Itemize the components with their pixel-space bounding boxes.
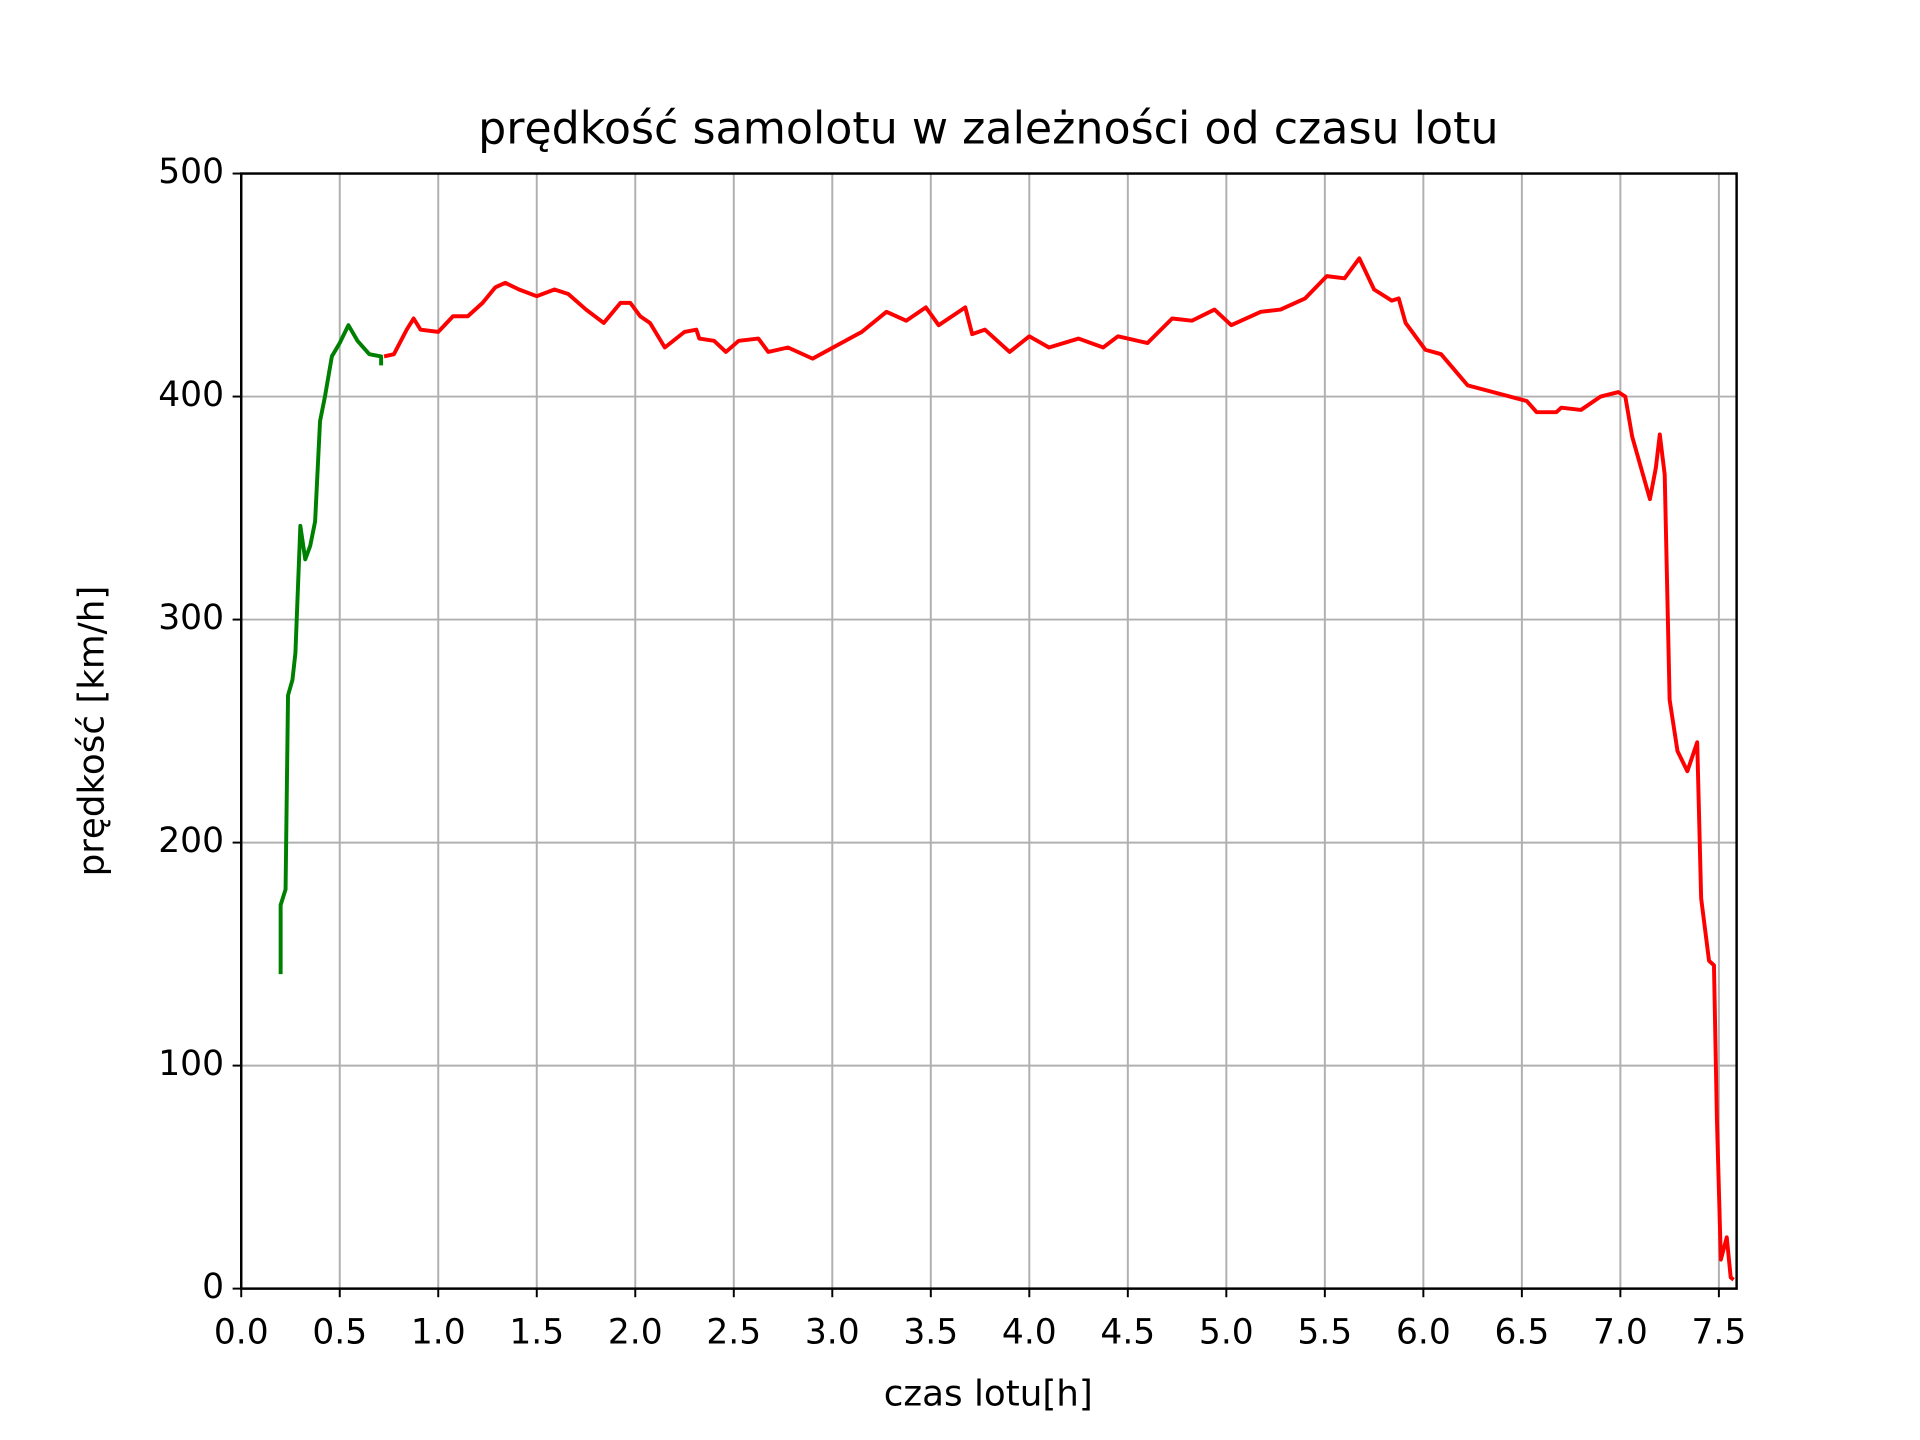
x-tick-label: 2.5 [706, 1313, 761, 1353]
x-tick-label: 0.5 [312, 1313, 367, 1353]
x-tick-label: 1.5 [509, 1313, 564, 1353]
x-tick-label: 6.5 [1494, 1313, 1549, 1353]
y-tick-label: 300 [158, 598, 224, 638]
x-tick-label: 3.0 [805, 1313, 860, 1353]
x-axis-label: czas lotu[h] [884, 1374, 1093, 1415]
y-tick-label: 100 [158, 1044, 224, 1084]
x-tick-label: 4.0 [1002, 1313, 1057, 1353]
y-tick-label: 400 [158, 375, 224, 415]
x-tick-label: 5.5 [1297, 1313, 1352, 1353]
line-series [383, 256, 1735, 1282]
x-tick-label: 0.0 [214, 1313, 269, 1353]
x-tick-label: 6.0 [1396, 1313, 1451, 1353]
x-tick-label: 4.5 [1100, 1313, 1155, 1353]
plot-area [278, 256, 1735, 1282]
ticks: 0.0 0.5 1.0 1.5 2.0 2.5 3.0 3.5 4.0 4.5 5.0 5.5 6.0 6… [158, 152, 1746, 1353]
x-tick-label: 2.0 [608, 1313, 663, 1353]
x-tick-label: 7.5 [1691, 1313, 1746, 1353]
y-axis-label: prędkość [km/h] [72, 586, 113, 877]
chart-title: prędkość samolotu w zależności od czasu … [478, 104, 1498, 155]
y-tick-label: 0 [202, 1267, 224, 1307]
line-series [278, 323, 384, 975]
y-tick-label: 500 [158, 152, 224, 192]
y-tick-label: 200 [158, 821, 224, 861]
x-tick-label: 7.0 [1593, 1313, 1648, 1353]
axes-frame [240, 172, 1738, 1290]
x-tick-label: 3.5 [903, 1313, 958, 1353]
x-tick-label: 5.0 [1199, 1313, 1254, 1353]
x-tick-label: 1.0 [411, 1313, 466, 1353]
